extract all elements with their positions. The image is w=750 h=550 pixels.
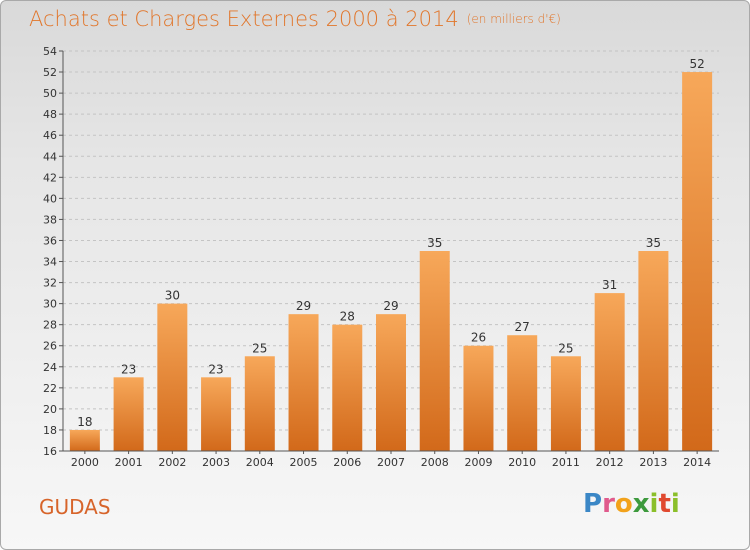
y-tick-label: 18 [43,424,57,437]
y-tick-label: 34 [43,256,57,269]
y-tick-label: 22 [43,382,57,395]
x-tick-label: 2013 [639,456,667,469]
bar-2011 [550,356,581,451]
x-tick-label: 2009 [464,456,492,469]
y-tick-label: 54 [43,45,57,58]
bar-value-label: 35 [427,236,442,250]
y-tick-label: 32 [43,277,57,290]
x-tick-label: 2003 [202,456,230,469]
y-tick-label: 30 [43,298,57,311]
bar-2001 [113,377,144,451]
x-tick-label: 2006 [333,456,361,469]
x-tick-label: 2008 [421,456,449,469]
y-tick-label: 38 [43,213,57,226]
bar-value-label: 27 [515,320,530,334]
y-tick-label: 40 [43,192,57,205]
proxiti-logo: Proxiti [583,489,680,519]
y-tick-label: 26 [43,340,57,353]
y-tick-label: 44 [43,150,57,163]
y-tick-label: 16 [43,445,57,458]
chart-title: Achats et Charges Externes 2000 à 2014 (e… [29,7,561,31]
axes-group: 16 18 20 22 24 26 28 30 32 34 36 38 40 42 44 46 48 50 52 54… [43,45,719,469]
x-tick-label: 2010 [508,456,536,469]
bar-2005 [288,314,319,451]
bar-2012 [594,293,625,451]
x-tick-label: 2004 [246,456,274,469]
bar-2000 [69,429,100,451]
bar-value-label: 31 [602,278,617,292]
bar-value-label: 28 [340,310,355,324]
bar-value-label: 25 [252,341,267,355]
bar-value-label: 30 [165,289,180,303]
bar-value-label: 52 [689,57,704,71]
x-tick-label: 2000 [71,456,99,469]
bar-value-label: 25 [558,341,573,355]
x-tick-label: 2001 [115,456,143,469]
y-tick-label: 50 [43,87,57,100]
x-tick-label: 2014 [683,456,711,469]
y-tick-label: 20 [43,403,57,416]
y-tick-label: 36 [43,234,57,247]
bar-2008 [419,251,450,451]
bar-value-label: 23 [121,362,136,376]
x-tick-label: 2007 [377,456,405,469]
bar-value-label: 29 [383,299,398,313]
bar-2010 [507,335,538,451]
x-tick-label: 2011 [552,456,580,469]
bar-value-label: 18 [77,415,92,429]
bar-value-label: 35 [646,236,661,250]
bar-2003 [201,377,232,451]
bar-2007 [376,314,406,451]
bar-2002 [157,303,188,451]
x-tick-label: 2002 [158,456,186,469]
x-tick-label: 2012 [596,456,624,469]
x-tick-label: 2005 [290,456,318,469]
bar-2006 [332,324,363,451]
bar-value-label: 29 [296,299,311,313]
bar-2009 [463,345,494,451]
chart-subtitle: (en milliers d'€) [466,12,561,26]
y-tick-label: 48 [43,108,57,121]
bars-group: 18 23 30 23 25 29 28 29 35 26 27 25 31 35 52 [69,57,713,451]
y-tick-label: 28 [43,319,57,332]
commune-name: GUDAS [39,495,111,519]
y-tick-label: 46 [43,129,57,142]
bar-value-label: 23 [208,362,223,376]
bar-2013 [638,251,669,451]
bar-2004 [244,356,275,451]
bar-value-label: 26 [471,331,486,345]
y-tick-label: 52 [43,66,57,79]
y-tick-label: 24 [43,361,57,374]
y-tick-label: 42 [43,171,57,184]
bar-2014 [682,72,713,451]
chart-title-text: Achats et Charges Externes 2000 à 2014 [29,7,459,31]
